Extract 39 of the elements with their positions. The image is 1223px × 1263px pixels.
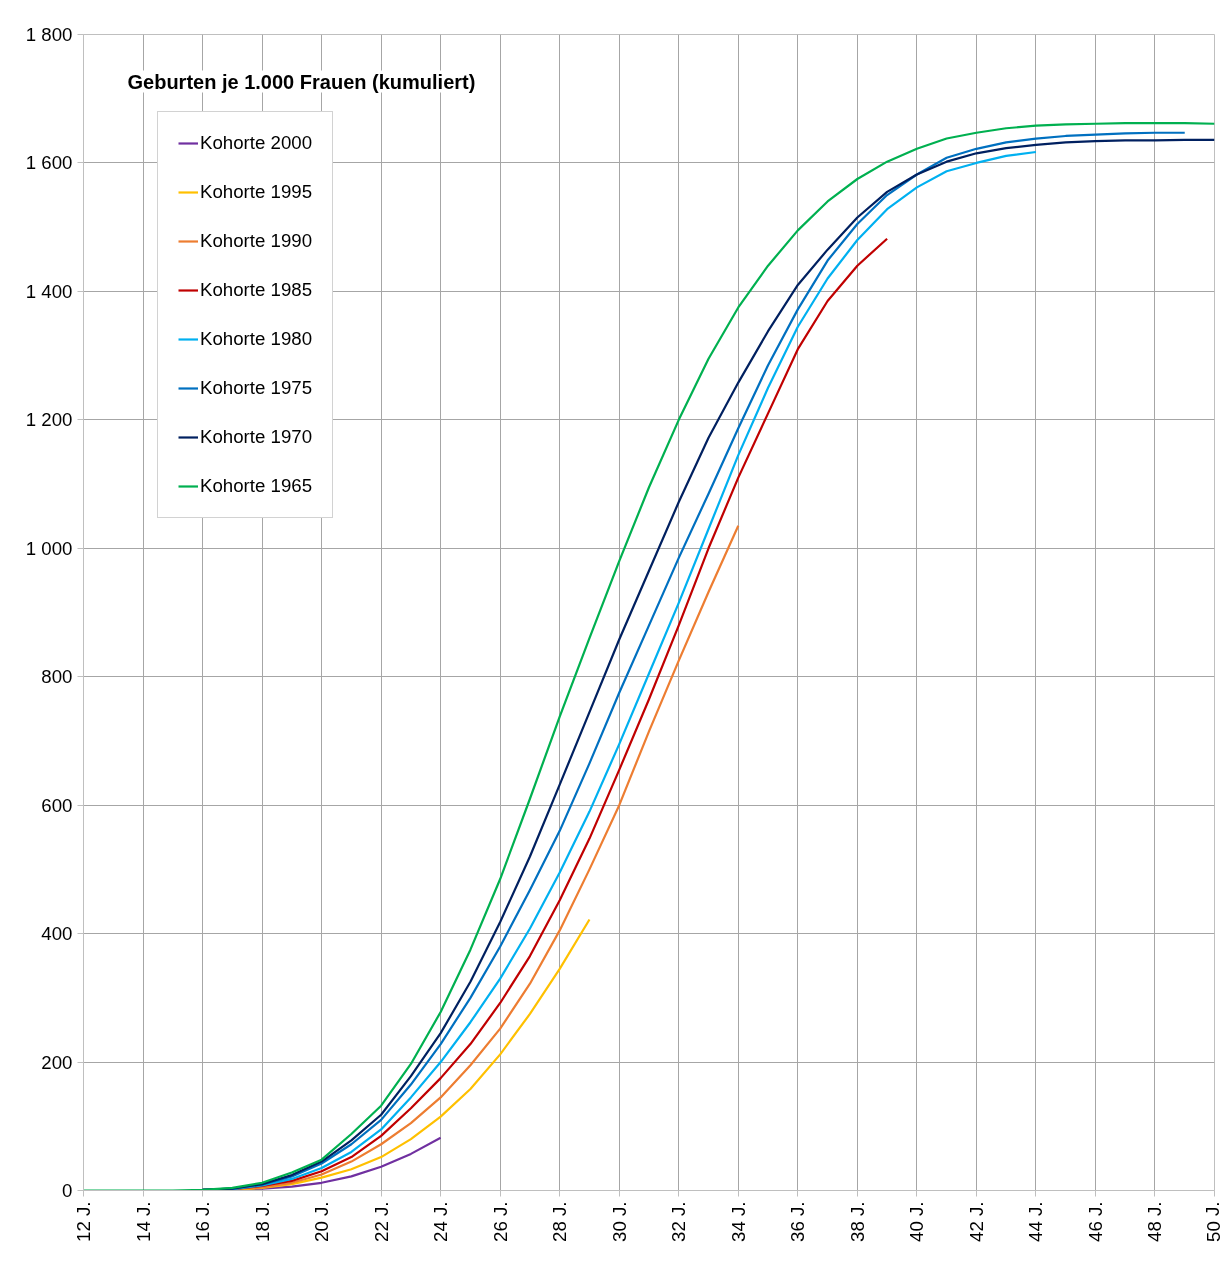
y-tick-label: 400	[41, 923, 73, 945]
y-tick-label: 1 200	[25, 409, 73, 431]
legend-label: Kohorte 1995	[200, 181, 313, 203]
y-tick-label: 0	[62, 1180, 73, 1201]
x-tick-label: 34 J.	[727, 1201, 749, 1242]
x-tick-label: 20 J.	[311, 1201, 333, 1242]
x-tick-label: 22 J.	[370, 1201, 392, 1242]
x-tick-label: 28 J.	[549, 1201, 571, 1242]
legend-label: Kohorte 1985	[200, 279, 313, 301]
y-tick-label: 800	[41, 666, 73, 688]
y-tick-label: 200	[41, 1051, 73, 1073]
legend-label: Kohorte 2000	[200, 132, 313, 154]
x-tick-label: 26 J.	[489, 1201, 511, 1242]
y-tick-label: 1 800	[25, 24, 73, 45]
y-tick-label: 1 400	[25, 280, 73, 302]
legend-label: Kohorte 1965	[200, 475, 313, 497]
x-tick-label: 30 J.	[608, 1201, 630, 1242]
x-tick-label: 12 J.	[73, 1201, 94, 1242]
y-tick-label: 600	[41, 794, 73, 816]
x-tick-label: 16 J.	[192, 1201, 214, 1242]
x-tick-label: 14 J.	[132, 1201, 154, 1242]
y-tick-label: 1 000	[25, 537, 73, 559]
x-tick-label: 50 J.	[1202, 1201, 1223, 1242]
x-tick-label: 48 J.	[1144, 1201, 1166, 1242]
legend-label: Kohorte 1970	[200, 426, 313, 448]
x-tick-label: 18 J.	[251, 1201, 273, 1242]
x-tick-label: 24 J.	[430, 1201, 452, 1242]
text: Geburten je 1.000 Frauen (kumuliert)	[127, 70, 476, 93]
x-tick-label: 40 J.	[906, 1201, 928, 1242]
y-tick-label: 1 600	[25, 152, 73, 174]
x-tick-label: 32 J.	[668, 1201, 690, 1242]
x-tick-label: 38 J.	[846, 1201, 868, 1242]
legend-label: Kohorte 1975	[200, 377, 313, 399]
legend-label: Kohorte 1990	[200, 230, 313, 252]
x-tick-label: 42 J.	[965, 1201, 987, 1242]
x-tick-label: 44 J.	[1025, 1201, 1047, 1242]
x-tick-label: 46 J.	[1084, 1201, 1106, 1242]
legend-label: Kohorte 1980	[200, 328, 313, 350]
x-tick-label: 36 J.	[787, 1201, 809, 1242]
